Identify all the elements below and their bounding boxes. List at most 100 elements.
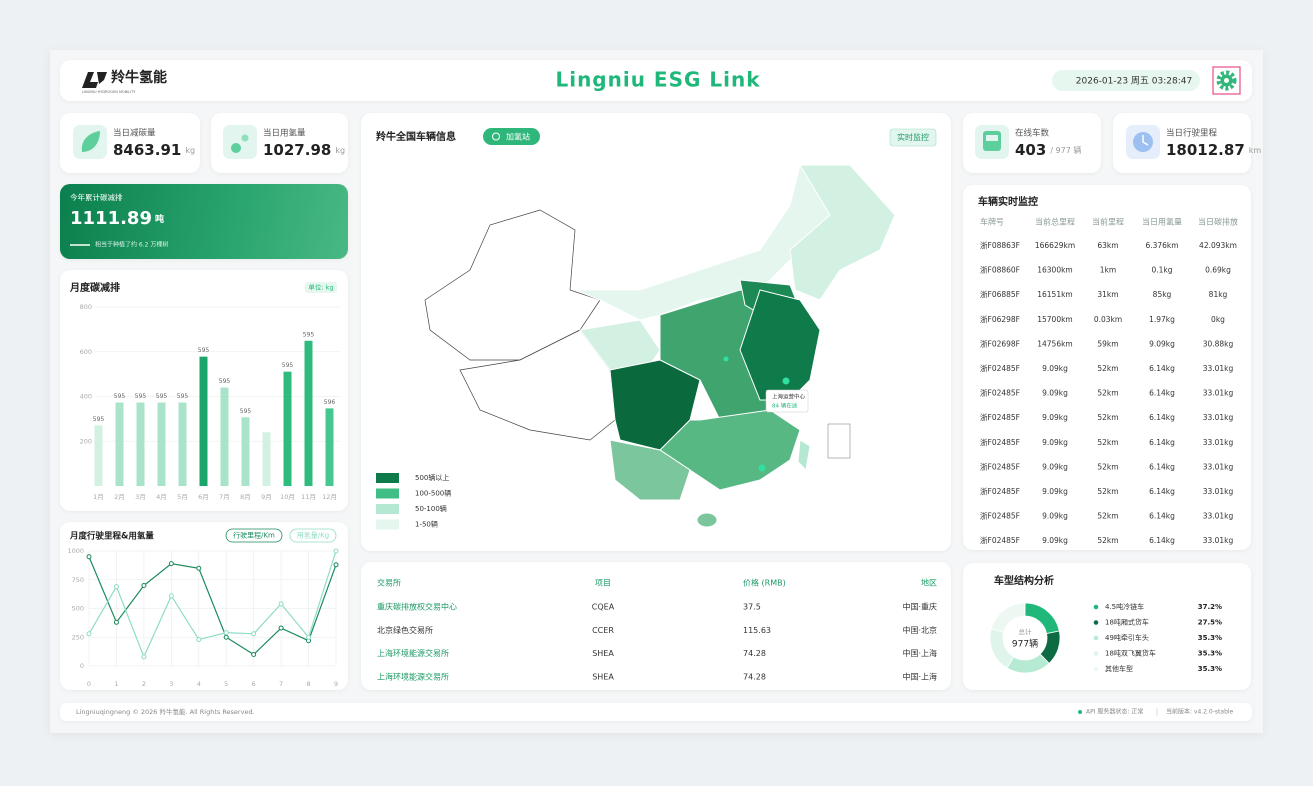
legend-label: 100-500辆 <box>415 489 451 498</box>
station-button[interactable] <box>483 128 540 145</box>
map-inset <box>827 423 851 459</box>
x-tick-label: 2月 <box>114 493 125 501</box>
table-cell: 166629km <box>1035 241 1075 250</box>
table-cell: 浙F02485F <box>980 486 1020 496</box>
bar <box>283 371 292 486</box>
point <box>113 584 119 590</box>
point <box>113 619 119 625</box>
point <box>168 561 174 567</box>
table-cell: 52km <box>1097 389 1118 398</box>
stat-label: 在线车数 <box>1015 128 1050 139</box>
table-cell: 6.14kg <box>1149 487 1175 496</box>
table-cell: 37.5 <box>743 603 761 612</box>
map-dot[interactable] <box>723 356 729 362</box>
unit: kg <box>335 146 345 155</box>
table-cell: CQEA <box>592 603 615 612</box>
table-cell: 52km <box>1097 413 1118 422</box>
bar <box>178 402 187 486</box>
page-title: Lingniu ESG Link <box>555 68 760 92</box>
table-cell: SHEA <box>592 649 614 658</box>
x-tick-label: 10月 <box>280 493 295 501</box>
value-label: 595 <box>303 331 315 338</box>
table-cell: 16300km <box>1037 266 1073 275</box>
y-tick-label: 500 <box>72 605 84 613</box>
x-tick-label: 6 <box>252 680 256 688</box>
table-cell: 33.01kg <box>1203 512 1234 521</box>
legend-label: 1-50辆 <box>415 520 438 529</box>
table-cell: 30.88kg <box>1203 339 1234 348</box>
table-cell: 浙F08860F <box>980 265 1020 275</box>
icon-drop <box>231 143 241 153</box>
map-dot[interactable] <box>758 464 766 472</box>
point <box>141 654 147 660</box>
gear-hole[interactable] <box>1224 78 1229 83</box>
table-cell: 浙F06298F <box>980 314 1020 324</box>
x-tick-label: 12月 <box>322 493 337 501</box>
station-label[interactable]: 加氢站 <box>506 132 530 142</box>
table-cell: 52km <box>1097 364 1118 373</box>
x-tick-label: 3 <box>169 680 173 688</box>
stat-label: 当日行驶里程 <box>1166 128 1218 139</box>
logo-mark <box>97 72 107 84</box>
vehicle-card <box>963 185 1251 550</box>
table-cell: 6.14kg <box>1149 462 1175 471</box>
table-cell: 74.28 <box>743 672 766 681</box>
table-cell: 中国·上海 <box>902 648 937 658</box>
table-cell: 33.01kg <box>1203 487 1234 496</box>
settings-button[interactable] <box>1212 66 1241 95</box>
unit: 吨 <box>155 213 164 225</box>
value-label: 595 <box>282 362 294 369</box>
donut-slice <box>989 628 1015 669</box>
table-cell: 6.376km <box>1145 241 1178 250</box>
table-cell: 中国·上海 <box>902 671 937 681</box>
gear-teeth[interactable] <box>1216 70 1237 91</box>
refresh-icon[interactable] <box>492 132 500 141</box>
legend-button[interactable] <box>225 528 283 543</box>
unit: / 977 辆 <box>1050 145 1081 155</box>
table-cell: 52km <box>1097 536 1118 545</box>
table-cell: 6.14kg <box>1149 536 1175 545</box>
bar <box>157 402 166 486</box>
table-cell: 浙F02485F <box>980 511 1020 521</box>
legend-label[interactable]: 用氢量/Kg <box>297 531 329 540</box>
table-cell: 52km <box>1097 487 1118 496</box>
region <box>424 209 601 361</box>
logo-sub: LINGNIU HYDROGEN MOBILITY <box>82 90 136 94</box>
legend-dot <box>1093 666 1099 672</box>
stat-value: 403 / 977 辆 <box>1015 141 1081 159</box>
table-cell: 15700km <box>1037 315 1073 324</box>
table-cell: 9.09kg <box>1042 389 1068 398</box>
status: API 服务器状态: 正常 <box>1086 708 1143 716</box>
legend-swatch <box>376 488 399 499</box>
legend-dot <box>1093 620 1099 625</box>
stat-value: 8463.91 kg <box>113 141 195 159</box>
table-cell: 1.97kg <box>1149 315 1175 324</box>
table-cell: 上海环境能源交易所 <box>377 648 449 658</box>
point <box>196 565 202 571</box>
map-dot[interactable] <box>782 377 790 385</box>
table-header: 项目 <box>595 579 611 588</box>
chart-title: 月度碳减排 <box>69 281 120 294</box>
table-cell: 浙F02485F <box>980 388 1020 398</box>
legend-button[interactable] <box>289 528 337 543</box>
table-header: 当前总里程 <box>1035 217 1075 227</box>
table-cell: 上海环境能源交易所 <box>377 671 449 681</box>
table-cell: 6.14kg <box>1149 389 1175 398</box>
stat-label: 当日用氢量 <box>263 128 306 139</box>
copyright: Lingniuqingneng © 2026 羚牛氢能. All Rights … <box>76 707 255 716</box>
unit-badge <box>305 282 337 293</box>
table-cell: 33.01kg <box>1203 536 1234 545</box>
table-header: 车牌号 <box>980 217 1004 227</box>
value-label: 595 <box>114 393 126 400</box>
point <box>223 630 229 636</box>
annual-note: 相当于种植了约 6.2 万棵树 <box>95 241 168 249</box>
legend-label[interactable]: 行驶里程/Km <box>233 531 275 540</box>
table-cell: 浙F02485F <box>980 412 1020 422</box>
table-cell: 74.28 <box>743 649 766 658</box>
table-cell: 中国·北京 <box>902 625 937 635</box>
map-title: 羚牛全国车辆信息 <box>376 130 456 143</box>
table-title: 车辆实时监控 <box>978 195 1038 208</box>
value: 8463.91 <box>113 141 181 159</box>
table-cell: 14756km <box>1037 339 1073 348</box>
